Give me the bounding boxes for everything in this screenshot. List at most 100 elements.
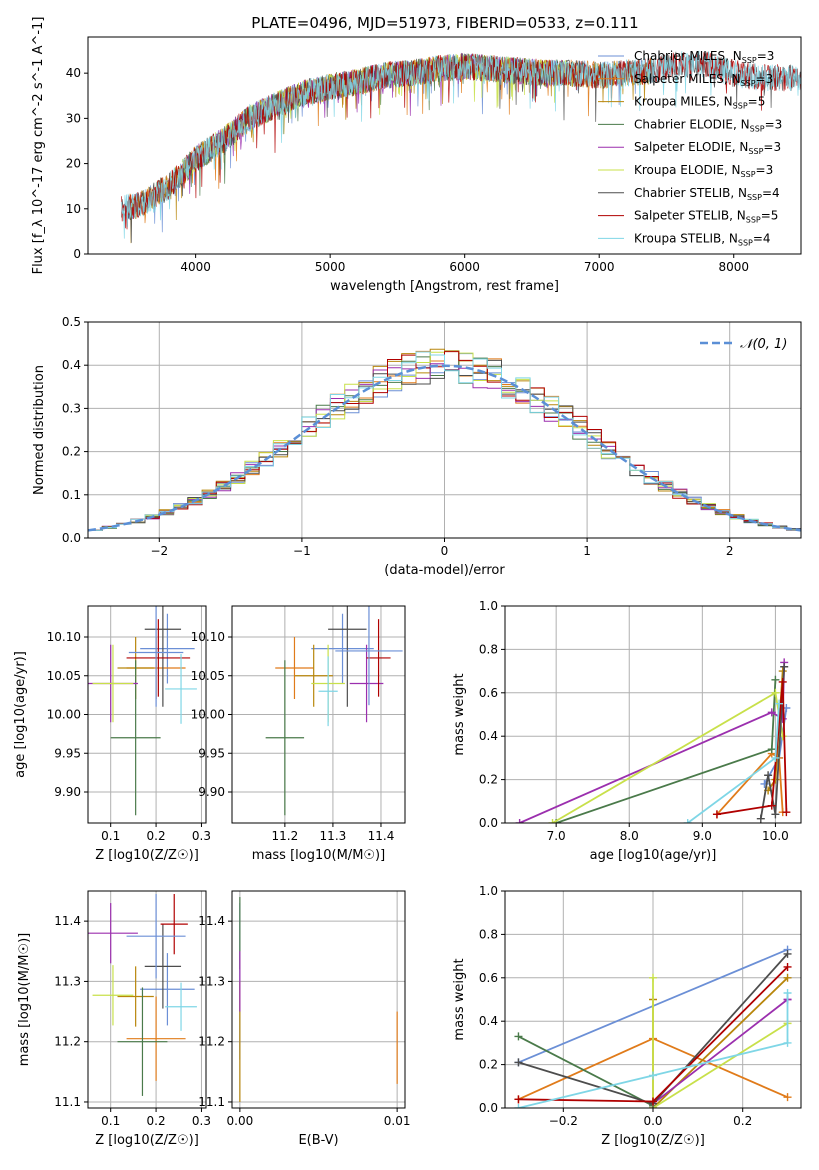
x-axis-label: Z [log10(Z/Z☉)]: [95, 1133, 199, 1148]
residual-histogram: [88, 351, 801, 531]
error-point: [126, 619, 191, 697]
x-tick-label: 0.3: [192, 1114, 211, 1128]
mass-weight-marker: [515, 819, 524, 823]
x-tick-label: 2: [726, 544, 734, 558]
x-tick-label: 4000: [180, 260, 211, 274]
legend: Chabrier MILES, NSSP=3 Salpeter MILES, NS…: [598, 49, 782, 247]
y-tick-label: 11.3: [198, 974, 225, 988]
x-tick-label: 5000: [315, 260, 346, 274]
mass-weight-marker: [778, 667, 787, 676]
plot-area-mass_vs_ebv: [239, 897, 398, 1102]
y-tick-label: 40: [66, 66, 81, 80]
y-tick-label: 20: [66, 157, 81, 171]
mass-weight-marker: [756, 814, 765, 823]
mass-weight-marker: [771, 810, 780, 819]
error-point: [110, 660, 161, 816]
mass-weight-marker: [771, 753, 780, 762]
y-axis-label: mass weight: [452, 673, 467, 755]
frame-age_vs_mass: 11.2 11.3 11.4 9.90 9.95 10.00 10.05 10.10 mass …: [191, 605, 406, 863]
x-tick-label: −1: [293, 544, 311, 558]
axes-mass_vs_ebv: 0.00 0.01 11.1 11.2 11.3 11.4 E(B-V): [198, 890, 410, 1148]
mass-weight-marker: [783, 949, 792, 958]
error-point: [318, 656, 338, 727]
y-tick-label: 10.00: [47, 708, 81, 722]
plot-area-age_vs_mass: [265, 606, 403, 816]
x-axis-label: wavelength [Angstrom, rest frame]: [330, 279, 559, 294]
legend-entry: Salpeter ELODIE, NSSP=3: [634, 140, 781, 156]
error-point: [128, 606, 184, 707]
x-tick-label: 0.2: [147, 1114, 166, 1128]
y-tick-label: 1.0: [479, 599, 498, 613]
x-axis-label: Z [log10(Z/Z☉)]: [601, 1133, 705, 1148]
error-point: [144, 606, 182, 707]
y-tick-label: 10.10: [191, 630, 225, 644]
y-tick-label: 11.2: [54, 1035, 81, 1049]
error-point: [328, 606, 367, 707]
axes-frame: [87, 36, 802, 255]
x-tick-label: 0: [441, 544, 449, 558]
error-point: [126, 996, 186, 1081]
x-tick-label: 0.2: [733, 1114, 752, 1128]
x-tick-label: 7000: [584, 260, 615, 274]
x-tick-label: 0.2: [147, 829, 166, 843]
error-point: [140, 613, 195, 684]
legend-entry: Kroupa MILES, NSSP=5: [634, 95, 765, 111]
error-point: [92, 965, 134, 1026]
y-tick-label: 0: [73, 247, 81, 261]
mass-weight-marker: [783, 988, 792, 997]
legend-entry: Salpeter MILES, NSSP=3: [634, 72, 773, 88]
mass-weight-marker: [782, 808, 791, 817]
y-tick-label: 0.2: [479, 773, 498, 787]
y-tick-label: 0.5: [62, 315, 81, 329]
y-tick-label: 9.90: [54, 785, 81, 799]
x-tick-label: 6000: [449, 260, 480, 274]
axes-residuals: −2 −1 0 1 2 0.0 0.1 0.2 0.3 0.4 0.5 (data-model)/er…: [32, 315, 802, 578]
y-tick-label: 11.1: [198, 1095, 225, 1109]
frame-mass_vs_ebv: 0.00 0.01 11.1 11.2 11.3 11.4 E(B-V): [198, 890, 410, 1148]
mass-weight-line: [652, 998, 789, 1105]
mass-weight-marker: [767, 745, 776, 754]
y-tick-label: 0.6: [479, 971, 498, 985]
error-point: [140, 953, 195, 1026]
y-tick-label: 11.3: [54, 974, 81, 988]
y-tick-label: 10.05: [191, 669, 225, 683]
y-tick-label: 10.05: [47, 669, 81, 683]
y-tick-label: 0.0: [479, 816, 498, 830]
y-tick-label: 11.4: [54, 914, 81, 928]
frame-age_vs_Z: 0.1 0.2 0.3 9.90 9.95 10.00 10.05 10.10 Z [log10…: [13, 605, 211, 863]
y-tick-label: 0.8: [479, 927, 498, 941]
mass-weight-line: [759, 666, 786, 819]
legend-entry: Kroupa ELODIE, NSSP=3: [634, 163, 773, 179]
y-axis-label: Normed distribution: [32, 365, 47, 495]
y-tick-label: 0.8: [479, 642, 498, 656]
frame-residuals: −2 −1 0 1 2 0.0 0.1 0.2 0.3 0.4 0.5 (data-model)/er…: [32, 315, 802, 578]
mass-weight-marker: [771, 688, 780, 697]
axes-frame: [87, 890, 207, 1109]
mass-weight-marker: [712, 810, 721, 819]
x-tick-label: 0.1: [101, 1114, 120, 1128]
error-point: [88, 903, 138, 964]
axes-frame: [231, 890, 406, 1109]
axes-mass_vs_Z: 0.1 0.2 0.3 11.1 11.2 11.3 11.4 Z [log10(Z/Z☉)]…: [17, 890, 211, 1148]
x-tick-label: 11.3: [320, 829, 347, 843]
axes-mass_weight_vs_Z: −0.2 0.0 0.2 0.0 0.2 0.4 0.6 0.8 1.0 Z [log10(Z/Z…: [452, 884, 802, 1148]
axes-spectrum: 4000 5000 6000 7000 8000 0 10 20 30 40 wavelength …: [31, 17, 802, 294]
mass-weight-marker: [514, 1058, 523, 1067]
y-tick-label: 0.0: [62, 531, 81, 545]
y-tick-label: 9.95: [198, 746, 225, 760]
x-axis-label: E(B-V): [298, 1133, 338, 1148]
frame-mass_weight_vs_age: 7.0 8.0 9.0 10.0 0.0 0.2 0.4 0.6 0.8 1.0 age [log1…: [452, 599, 802, 863]
legend-entry: Salpeter STELIB, NSSP=5: [634, 209, 778, 225]
y-tick-label: 11.2: [198, 1035, 225, 1049]
mass-weight-line: [652, 977, 788, 1108]
mass-weight-marker: [783, 962, 792, 971]
mass-weight-marker: [783, 1038, 792, 1047]
x-tick-label: −2: [150, 544, 168, 558]
x-tick-label: −0.2: [549, 1114, 578, 1128]
normal-curve: [88, 364, 801, 532]
plot-area-age_vs_Z: [88, 606, 197, 816]
mass-weight-marker: [771, 675, 780, 684]
y-tick-label: 1.0: [479, 884, 498, 898]
mass-weight-marker: [783, 1093, 792, 1102]
